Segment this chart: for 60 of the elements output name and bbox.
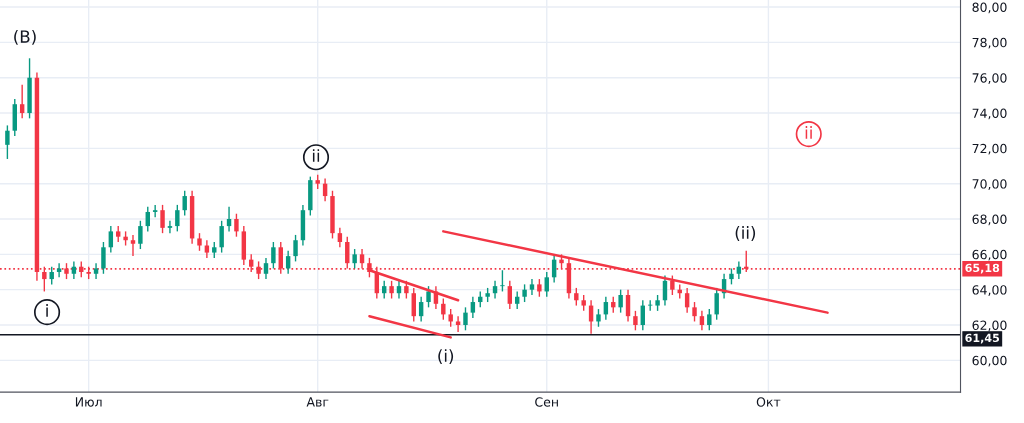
- y-tick-label: 72,00: [972, 143, 1007, 155]
- y-tick-label: 60,00: [972, 355, 1007, 367]
- candlestick: [699, 310, 705, 331]
- candlestick: [138, 220, 143, 250]
- ref-line-label: 61,45: [965, 333, 1000, 344]
- candlestick: [271, 241, 276, 270]
- candlestick: [470, 296, 476, 319]
- candlestick: [293, 234, 298, 263]
- candlestick: [93, 262, 99, 280]
- annotation: ii: [805, 126, 812, 139]
- annotation: i: [46, 304, 48, 317]
- y-tick-label: 62,00: [972, 320, 1007, 332]
- y-tick-label: 64,00: [972, 285, 1007, 296]
- candlestick: [500, 269, 505, 293]
- candlestick: [337, 227, 343, 248]
- candlestick: [101, 241, 106, 275]
- annotation: (i): [438, 349, 454, 365]
- y-tick-label: 74,00: [972, 108, 1007, 120]
- candlestick: [352, 248, 357, 270]
- candlestick: [108, 225, 114, 254]
- candlestick: [707, 308, 712, 331]
- annotation: (ii): [735, 226, 756, 241]
- candlestick: [219, 220, 224, 254]
- candlestick: [226, 205, 232, 233]
- y-tick-label: 70,00: [972, 179, 1007, 190]
- candlestick: [455, 315, 461, 333]
- candlestick: [411, 287, 416, 323]
- candlestick: [130, 234, 136, 257]
- x-tick-label: Июл: [75, 397, 102, 407]
- candlestick: [152, 204, 158, 218]
- y-tick-label: 66,00: [972, 249, 1007, 261]
- annotation: (B): [14, 29, 36, 45]
- candlestick: [160, 204, 165, 234]
- x-tick-label: Сен: [535, 397, 558, 407]
- candlestick: [714, 287, 719, 321]
- y-tick-label: 68,00: [972, 214, 1007, 226]
- candlestick: [175, 204, 180, 233]
- candlestick: [441, 297, 446, 321]
- x-tick-label: Авг: [306, 397, 329, 407]
- candlestick: [5, 124, 10, 160]
- ref-line-label: 65,18: [965, 263, 1000, 274]
- y-tick-label: 76,00: [972, 73, 1007, 84]
- candlestick: [234, 213, 239, 238]
- y-tick-label: 80,00: [972, 2, 1007, 14]
- candlestick: [167, 220, 173, 234]
- candlestick: [507, 280, 513, 310]
- candlestick: [670, 274, 675, 296]
- candlestick: [263, 257, 269, 280]
- candlestick: [633, 310, 638, 331]
- candlestick: [182, 190, 187, 217]
- y-tick-label: 78,00: [972, 37, 1007, 49]
- candlestick: [56, 262, 62, 279]
- candlestick: [618, 288, 623, 314]
- x-tick-label: Окт: [756, 397, 781, 407]
- candlestick: [647, 299, 653, 312]
- candlestick: [529, 278, 535, 296]
- candlestick: [463, 306, 468, 331]
- candlestick: [692, 301, 697, 323]
- candlestick: [19, 84, 25, 120]
- annotation: ii: [312, 149, 320, 162]
